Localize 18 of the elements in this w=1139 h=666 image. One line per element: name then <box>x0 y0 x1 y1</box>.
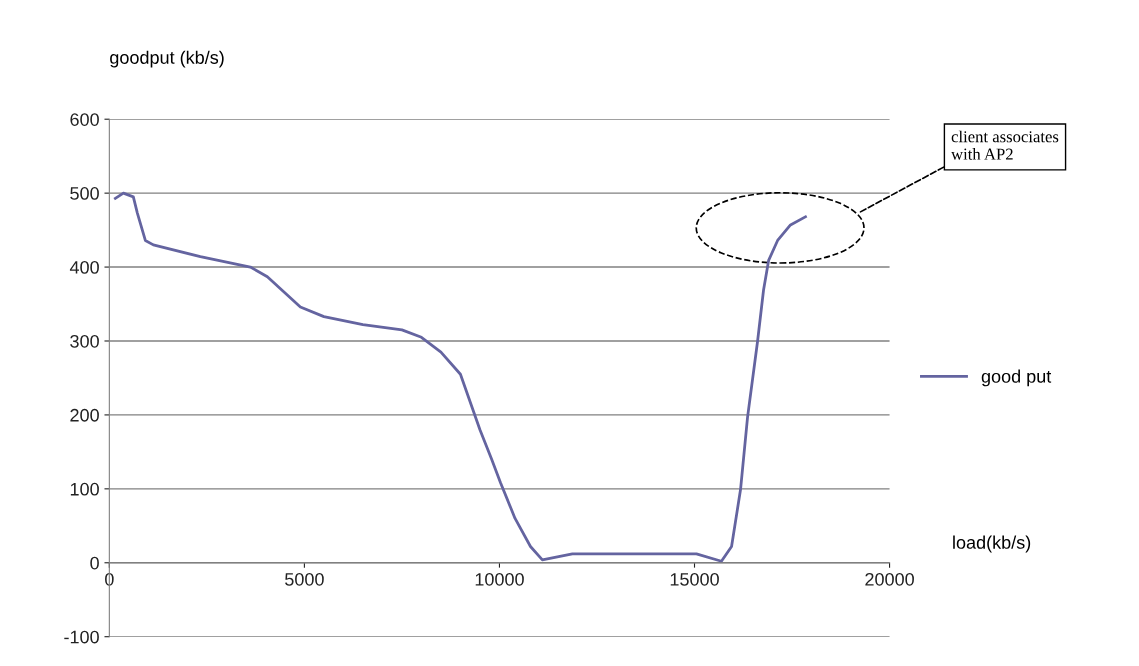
x-tick-label: 0 <box>105 572 114 586</box>
y-tick-label: -100 <box>64 630 99 644</box>
x-tick-label: 15000 <box>670 572 719 586</box>
x-axis-title: load(kb/s) <box>953 535 1031 553</box>
text: client associates with AP2 <box>951 130 1059 160</box>
y-tick-label: 200 <box>70 408 99 422</box>
x-tick-label: 5000 <box>285 572 324 586</box>
line-series <box>113 191 807 563</box>
y-tick-label: 400 <box>69 261 99 274</box>
y-axis-title: goodput (kb/s) <box>110 50 224 68</box>
y-tick-label: 100 <box>70 482 99 496</box>
x-tick-label: 10000 <box>475 572 524 586</box>
x-tick-label: 20000 <box>865 572 914 586</box>
y-tick-label: 500 <box>70 187 99 200</box>
y-tick-label: 0 <box>90 556 99 570</box>
y-tick-label: 600 <box>70 113 99 126</box>
y-tick-label: 300 <box>70 334 99 348</box>
legend-label: good put <box>981 369 1052 387</box>
